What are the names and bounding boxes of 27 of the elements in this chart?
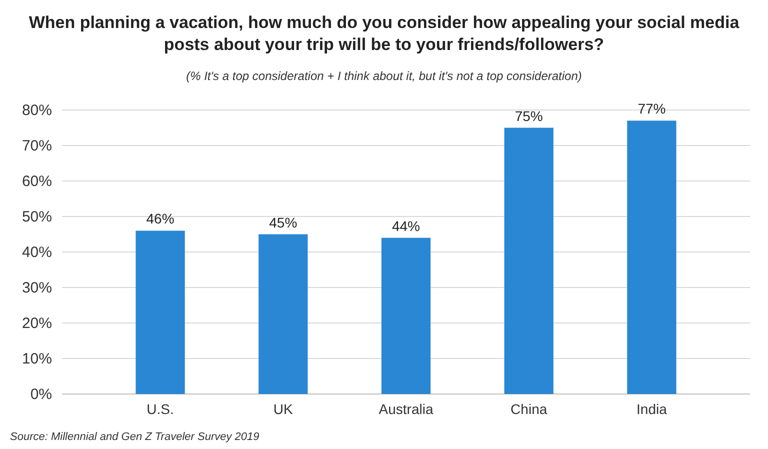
data-label: 77% (638, 100, 666, 117)
x-tick-label: India (636, 400, 668, 417)
x-tick-label: China (510, 400, 548, 417)
y-tick-label: 50% (22, 208, 52, 226)
source-note: Source: Millennial and Gen Z Traveler Survey 2019 (10, 431, 260, 443)
y-tick-label: 0% (30, 386, 52, 403)
x-tick-label: Australia (378, 400, 434, 417)
y-tick-label: 20% (22, 314, 52, 332)
y-tick-label: 40% (22, 244, 52, 261)
data-label: 46% (146, 210, 174, 227)
chart-subtitle: (% It's a top consideration + I think about it, but it's not a top consideration) (186, 69, 582, 83)
y-tick-label: 30% (22, 279, 52, 296)
bar (381, 238, 431, 394)
y-tick-label: 10% (22, 350, 52, 368)
bar (627, 120, 676, 394)
y-tick-label: 60% (22, 172, 52, 190)
data-label: 44% (392, 218, 420, 234)
bar (504, 128, 554, 394)
data-label: 75% (514, 108, 543, 124)
chart-title: When planning a vacation, how much do you consider how appealing your social media posts about your trip will be to your friends/followers? (28, 13, 740, 54)
x-tick-label: U.S. (146, 400, 174, 417)
bar (258, 234, 308, 394)
x-tick-label: UK (273, 400, 294, 417)
y-tick-label: 80% (22, 102, 52, 119)
y-tick-label: 70% (22, 137, 52, 154)
data-label: 45% (269, 214, 298, 230)
bar (136, 230, 185, 394)
